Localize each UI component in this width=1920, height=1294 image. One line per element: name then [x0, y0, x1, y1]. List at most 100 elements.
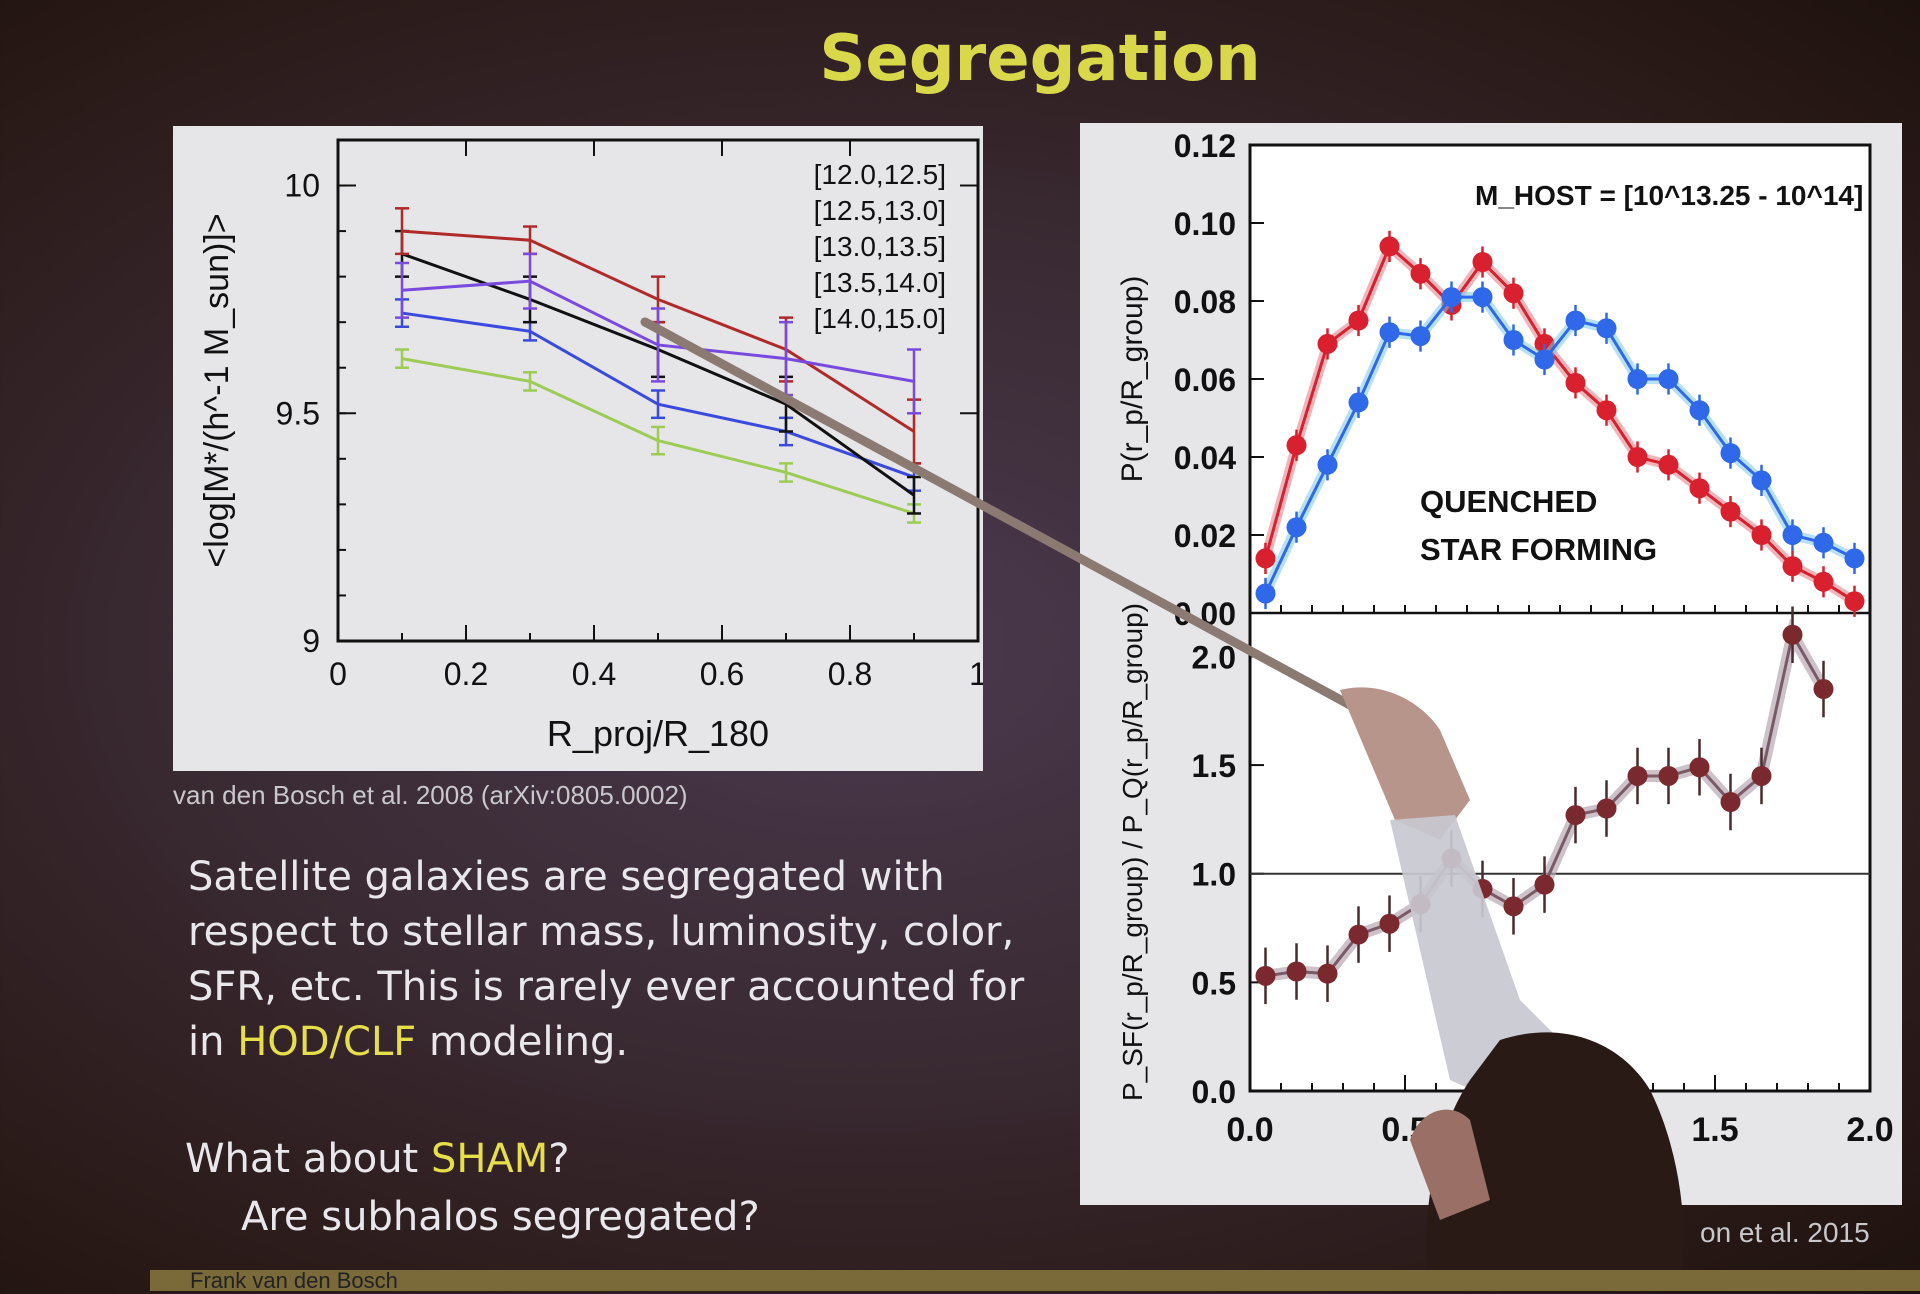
top-y-tick-label: 0.04	[1174, 440, 1236, 476]
footer-bar: Frank van den Bosch	[150, 1268, 1920, 1293]
data-point	[1596, 318, 1617, 339]
right-citation: on et al. 2015	[1700, 1217, 1870, 1248]
pointer-stick	[640, 317, 1355, 710]
data-point	[1720, 792, 1741, 813]
data-point	[1658, 454, 1679, 475]
bottom-y-tick-label: 1.0	[1192, 857, 1236, 893]
data-point	[1441, 287, 1462, 308]
data-point	[1255, 548, 1276, 569]
body-text-post: modeling.	[416, 1019, 629, 1065]
legend-entry: [12.5,13.0]	[814, 195, 946, 226]
footer-author: Frank van den Bosch	[190, 1268, 398, 1293]
x-tick-label: 1.5	[1691, 1111, 1738, 1149]
data-point	[1565, 372, 1586, 393]
question-highlight-sham: SHAM	[430, 1136, 549, 1182]
question-block: What about SHAM? Are subhalos segregated…	[185, 1130, 760, 1246]
data-point	[1689, 757, 1710, 778]
data-point	[1379, 236, 1400, 257]
body-highlight-hod-clf: HOD/CLF	[237, 1019, 417, 1065]
top-y-tick-label: 0.06	[1174, 362, 1236, 398]
data-point	[1658, 765, 1679, 786]
legend-entry: [13.5,14.0]	[814, 267, 946, 298]
data-point	[1348, 924, 1369, 945]
data-point	[1286, 961, 1307, 982]
y-tick-label: 10	[284, 168, 320, 204]
data-point	[1596, 798, 1617, 819]
data-point	[1813, 679, 1834, 700]
data-point	[1565, 805, 1586, 826]
speaker-head	[1426, 1032, 1684, 1291]
data-point	[1317, 333, 1338, 354]
y-tick-label: 9	[302, 623, 320, 659]
data-point	[1751, 525, 1772, 545]
left-citation: van den Bosch et al. 2008 (arXiv:0805.00…	[173, 780, 688, 810]
data-point	[1410, 326, 1431, 347]
left-chart-panel: 0 0.2 0.4 0.6 0.8 1 9 9.5 10 R_proj/R_180 <log[M*/…	[173, 126, 983, 771]
data-point	[1348, 392, 1369, 413]
data-point	[1844, 548, 1865, 569]
data-point	[1348, 310, 1369, 331]
stellar-mass-vs-radius-chart: 0 0.2 0.4 0.6 0.8 1 9 9.5 10 R_proj/R_180 <log[M*/…	[198, 138, 983, 754]
hand	[1340, 687, 1470, 840]
star-forming-label: STAR FORMING	[1420, 532, 1657, 567]
radial-distribution-chart: 0.000.020.040.060.080.100.120.00.51.01.5…	[1116, 128, 1894, 1188]
top-y-tick-label: 0.02	[1174, 518, 1236, 554]
question-post: ?	[548, 1136, 570, 1182]
top-y-tick-label: 0.10	[1174, 206, 1236, 242]
bottom-y-tick-label: 2.0	[1192, 639, 1236, 675]
data-point	[1596, 400, 1617, 421]
data-point	[1751, 765, 1772, 786]
host-mass-annotation: M_HOST = [10^13.25 - 10^14]	[1475, 180, 1863, 211]
x-tick-label: 0.4	[572, 656, 616, 692]
legend-entry: [12.0,12.5]	[814, 159, 946, 190]
data-point	[1782, 525, 1803, 545]
data-point	[1689, 400, 1710, 421]
data-point	[1627, 765, 1648, 786]
x-tick-label: 0	[329, 656, 347, 692]
data-point	[1565, 310, 1586, 331]
y-tick-label: 9.5	[276, 395, 320, 431]
body-text-pre: Satellite galaxies are segregated with r…	[188, 854, 1025, 1065]
legend-entry: [13.0,13.5]	[814, 231, 946, 262]
top-y-tick-label: 0.12	[1174, 128, 1236, 164]
bottom-y-tick-label: 1.5	[1192, 748, 1236, 784]
y-axis-label: <log[M*/(h^-1 M_sun)]>	[198, 213, 236, 567]
data-point	[1503, 896, 1524, 917]
data-point	[1503, 283, 1524, 304]
legend-entry: [14.0,15.0]	[814, 303, 946, 334]
x-tick-label: 2.0	[1846, 1111, 1893, 1149]
data-point	[1472, 287, 1493, 308]
question-sub: Are subhalos segregated?	[241, 1194, 760, 1240]
x-tick-label: 0.8	[828, 656, 872, 692]
bottom-y-tick-label: 0.0	[1192, 1074, 1236, 1110]
x-tick-label: 1	[969, 656, 983, 692]
data-point	[1782, 624, 1803, 645]
slide-title: Segregation	[819, 22, 1261, 96]
data-point	[1255, 583, 1276, 604]
body-text: Satellite galaxies are segregated with r…	[188, 850, 1028, 1070]
data-point	[1720, 443, 1741, 464]
top-y-tick-label: 0.08	[1174, 284, 1236, 320]
data-point	[1720, 501, 1741, 522]
data-point	[1813, 532, 1834, 553]
data-point	[1844, 591, 1865, 612]
data-point	[1689, 478, 1710, 499]
x-axis-label: R_proj/R_180	[547, 713, 769, 754]
data-point	[1286, 517, 1307, 538]
data-point	[1379, 913, 1400, 934]
data-point	[1317, 963, 1338, 984]
data-point	[1317, 454, 1338, 475]
data-point	[1782, 556, 1803, 577]
x-tick-label: 0.2	[444, 656, 488, 692]
bottom-y-tick-label: 0.5	[1192, 965, 1236, 1001]
data-point	[1286, 435, 1307, 456]
bottom-y-axis-label: P_SF(r_p/R_group) / P_Q(r_p/R_group)	[1117, 603, 1148, 1101]
top-y-axis-label: P(r_p/R_group)	[1116, 276, 1149, 483]
data-point	[1503, 330, 1524, 350]
data-point	[1658, 369, 1679, 389]
x-tick-label: 0.0	[1226, 1111, 1273, 1149]
data-point	[1627, 369, 1648, 389]
question-pre: What about	[185, 1136, 431, 1182]
data-point	[1534, 349, 1555, 370]
